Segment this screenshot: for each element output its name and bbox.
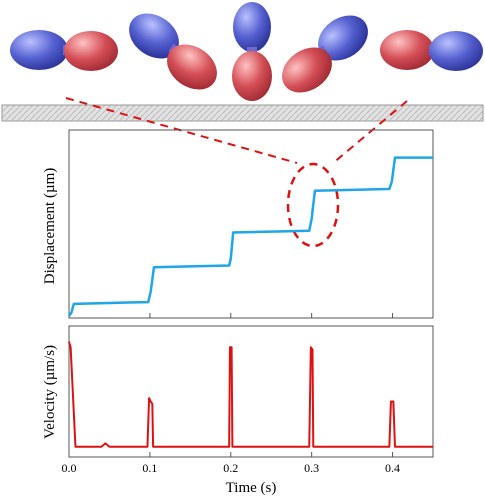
molecule-tilted-left — [129, 13, 217, 90]
displacement-y-axis-label: Displacement (µm) — [42, 168, 58, 285]
velocity-series-line — [68, 341, 433, 448]
x-tick-label-0.3: 0.3 — [304, 461, 319, 475]
displacement-series-line — [67, 156, 433, 317]
velocity-x-ticks — [68, 452, 394, 457]
molecule-illustration — [1, 2, 484, 122]
molecule-horizontal-right — [380, 30, 483, 71]
velocity-frame — [68, 325, 434, 458]
x-tick-label-0.1: 0.1 — [142, 461, 157, 475]
molecule-tilted-right — [282, 15, 368, 93]
velocity-x-tick-labels: 0.0 0.1 0.2 0.3 0.4 — [62, 461, 401, 475]
molecule-horizontal-left — [10, 30, 118, 71]
annotation-ellipse — [286, 162, 340, 248]
molecule-vertical — [232, 2, 272, 101]
time-axis-label: Time (s) — [226, 480, 277, 496]
displacement-plot: Displacement (µm) — [42, 129, 434, 319]
x-tick-label-0.4: 0.4 — [385, 461, 400, 475]
velocity-y-axis-label: Velocity (µm/s) — [42, 345, 58, 439]
annotation-line-right — [331, 100, 408, 165]
displacement-x-ticks — [68, 313, 394, 318]
displacement-frame — [68, 129, 434, 319]
x-tick-label-0.0: 0.0 — [62, 461, 77, 475]
x-tick-label-0.2: 0.2 — [223, 461, 238, 475]
substrate-surface — [1, 104, 484, 122]
velocity-plot: Velocity (µm/s) 0.0 0.1 0.2 0.3 0.4 Time (s) — [42, 325, 434, 496]
